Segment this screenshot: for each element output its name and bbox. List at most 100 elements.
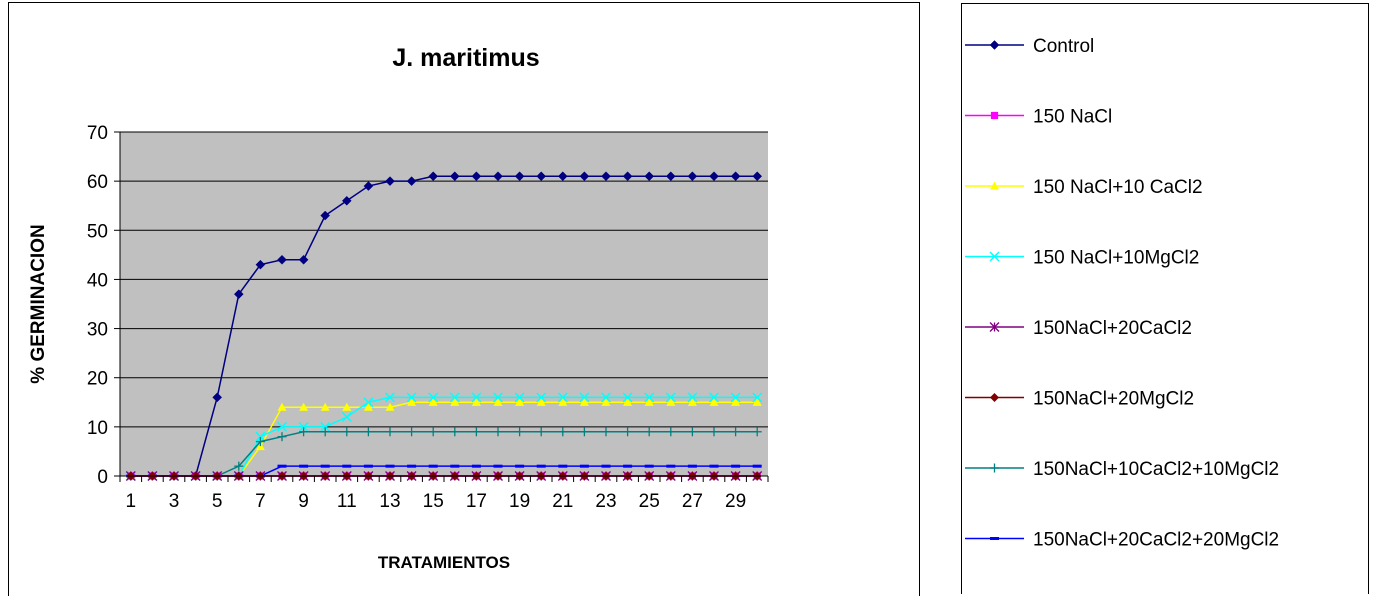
data-point	[644, 427, 654, 437]
y-tick-label: 0	[97, 467, 108, 488]
x-tick-label: 7	[255, 491, 266, 512]
legend-label: 150NaCl+20CaCl2+20MgCl2	[1033, 530, 1279, 551]
x-tick-label: 3	[169, 491, 180, 512]
data-point	[341, 411, 352, 423]
data-point	[363, 181, 374, 191]
data-point	[385, 402, 395, 411]
legend-item: 150NaCl+20CaCl2	[965, 318, 1192, 339]
data-point	[536, 397, 546, 406]
legend-item: 150 NaCl	[965, 107, 1112, 128]
data-point	[320, 402, 330, 411]
legend-label: 150 NaCl+10MgCl2	[1033, 248, 1199, 269]
data-point	[428, 464, 438, 468]
y-axis-label: % GERMINACION	[28, 224, 49, 383]
x-tick-label: 13	[379, 491, 400, 512]
data-point	[644, 464, 654, 468]
x-tick-label: 17	[466, 491, 487, 512]
plot-area	[120, 132, 768, 476]
x-tick-label: 25	[639, 491, 660, 512]
data-point	[536, 427, 546, 437]
data-point	[644, 171, 655, 182]
data-point	[623, 397, 633, 406]
data-point	[385, 176, 395, 186]
x-tick-label: 15	[423, 491, 444, 512]
data-point	[514, 392, 525, 403]
legend-items: Control 150 NaCl 150 NaCl+10 CaCl2 150 NaCl…	[965, 36, 1279, 551]
data-point	[709, 171, 719, 182]
legend-swatch-marker	[989, 40, 1000, 50]
x-tick-label: 1	[126, 491, 137, 512]
data-point	[407, 397, 417, 406]
data-point	[298, 421, 309, 432]
chart-area: J. maritimus 0 10 20 30 40 50 60 70 1 3 5 7 9 11 13 15 1…	[8, 2, 920, 596]
data-point	[536, 171, 547, 182]
legend-item: 150NaCl+20MgCl2	[965, 389, 1194, 410]
data-point	[601, 427, 611, 437]
x-tick-label: 27	[682, 491, 703, 512]
data-point	[623, 427, 633, 437]
data-point	[320, 421, 331, 432]
data-point	[342, 402, 352, 411]
legend-swatch-marker	[990, 393, 999, 402]
data-point	[730, 392, 741, 403]
data-point	[234, 461, 244, 471]
data-point	[579, 171, 590, 182]
data-point	[471, 392, 482, 403]
data-point	[752, 392, 763, 403]
data-point	[752, 464, 762, 468]
data-point	[277, 402, 287, 411]
data-point	[363, 464, 373, 468]
legend-item: 150 NaCl+10MgCl2	[965, 248, 1199, 269]
data-point	[709, 427, 719, 437]
data-point	[363, 402, 373, 411]
data-point	[579, 427, 589, 437]
data-point	[320, 464, 330, 468]
x-tick-label: 9	[298, 491, 309, 512]
data-point	[428, 171, 439, 182]
y-tick-label: 60	[87, 172, 108, 193]
data-point	[665, 392, 676, 403]
data-point	[752, 397, 762, 406]
data-point	[471, 427, 481, 437]
x-tick-label: 29	[725, 491, 746, 512]
data-point	[687, 397, 697, 406]
data-point	[666, 464, 676, 468]
data-point	[450, 397, 460, 406]
x-tick-label: 21	[552, 491, 573, 512]
data-point	[428, 427, 438, 437]
x-tick-label: 19	[509, 491, 530, 512]
data-point	[299, 464, 309, 468]
data-point	[601, 397, 611, 406]
legend-label: 150NaCl+10CaCl2+10MgCl2	[1033, 459, 1279, 480]
data-point	[276, 421, 288, 432]
data-point	[406, 176, 417, 186]
data-point	[471, 397, 481, 406]
data-point	[385, 427, 395, 437]
data-point	[666, 397, 676, 406]
data-point	[622, 392, 633, 403]
data-point	[579, 464, 589, 468]
data-point	[601, 171, 611, 182]
data-point	[731, 397, 741, 406]
data-point	[212, 392, 223, 403]
data-point	[601, 464, 611, 468]
legend-label: Control	[1033, 36, 1094, 57]
data-point	[298, 254, 309, 265]
legend-label: 150NaCl+20MgCl2	[1033, 389, 1194, 410]
data-point	[709, 464, 719, 468]
data-point	[515, 397, 525, 406]
data-point	[277, 464, 287, 468]
data-point	[471, 171, 482, 182]
data-point	[687, 171, 698, 182]
data-point	[493, 397, 503, 406]
data-point	[342, 464, 352, 468]
data-point	[666, 427, 676, 437]
data-point	[384, 392, 396, 403]
data-point	[752, 427, 762, 437]
data-point	[515, 464, 525, 468]
y-tick-label: 40	[87, 270, 108, 291]
series-150nacl-10cacl2-10mgcl2	[126, 427, 762, 481]
legend: Control 150 NaCl 150 NaCl+10 CaCl2 150 NaCl…	[961, 3, 1369, 594]
data-point	[277, 254, 287, 265]
